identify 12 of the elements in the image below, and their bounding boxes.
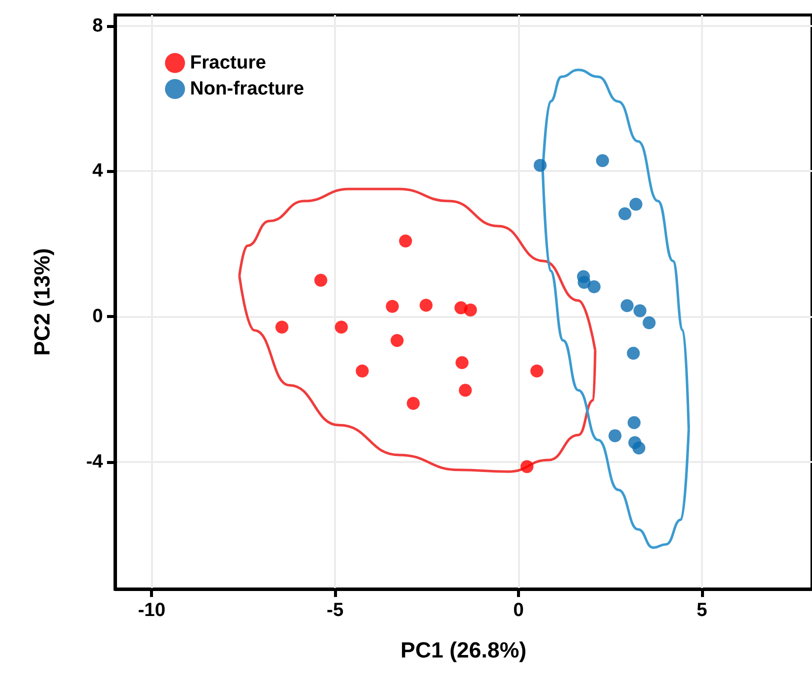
legend-label: Fracture [190, 52, 266, 74]
y-tick-label: 0 [92, 306, 103, 328]
y-tick-label: -4 [86, 451, 104, 472]
x-tick-label: 5 [696, 600, 708, 621]
y-tick-label: 4 [92, 160, 104, 182]
x-tick-label: -5 [326, 600, 344, 621]
x-tick-label: 0 [513, 600, 524, 621]
y-axis-title: PC2 (13%) [30, 248, 54, 356]
y-tick-label: 8 [92, 15, 103, 36]
x-tick-label: -10 [138, 600, 166, 621]
legend-label: Non-fracture [190, 78, 304, 100]
x-axis-title: PC1 (26.8%) [400, 638, 526, 662]
